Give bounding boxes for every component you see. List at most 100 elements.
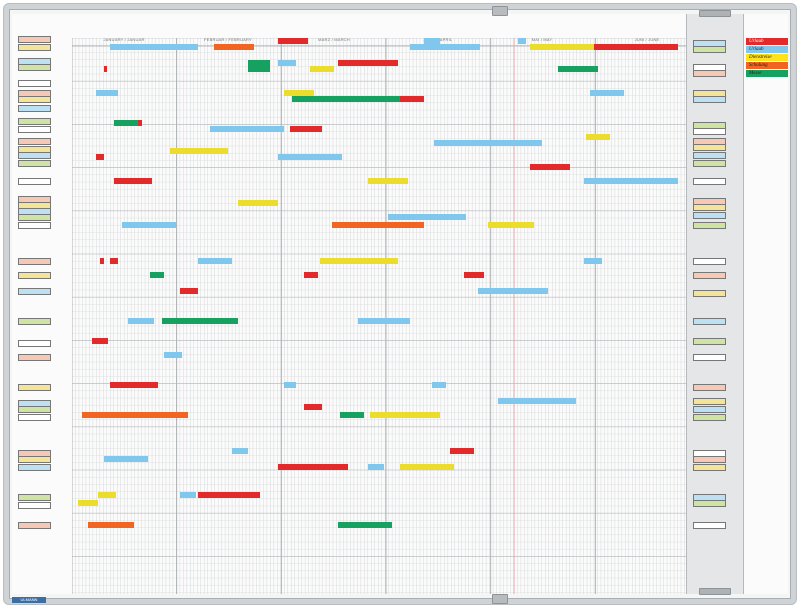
magnet-bar[interactable] bbox=[128, 318, 154, 324]
magnet-bar[interactable] bbox=[290, 126, 322, 132]
name-tag[interactable] bbox=[18, 105, 51, 112]
name-tag[interactable] bbox=[693, 406, 726, 413]
magnet-bar[interactable] bbox=[368, 464, 384, 470]
name-tag[interactable] bbox=[18, 138, 51, 145]
name-tag[interactable] bbox=[693, 160, 726, 167]
magnet-bar[interactable] bbox=[400, 96, 424, 102]
name-tag[interactable] bbox=[693, 212, 726, 219]
magnet-bar[interactable] bbox=[370, 412, 440, 418]
magnet-bar[interactable] bbox=[590, 90, 624, 96]
magnet-bar[interactable] bbox=[498, 398, 576, 404]
name-tag[interactable] bbox=[18, 118, 51, 125]
name-tag[interactable] bbox=[18, 502, 51, 509]
magnet-bar[interactable] bbox=[304, 404, 322, 410]
name-tag[interactable] bbox=[693, 338, 726, 345]
magnet-bar[interactable] bbox=[400, 464, 454, 470]
name-tag[interactable] bbox=[693, 464, 726, 471]
magnet-bar[interactable] bbox=[162, 318, 238, 324]
magnet-bar[interactable] bbox=[110, 382, 158, 388]
name-tag[interactable] bbox=[693, 144, 726, 151]
name-tag[interactable] bbox=[693, 414, 726, 421]
magnet-bar[interactable] bbox=[96, 154, 104, 160]
magnet-bar[interactable] bbox=[284, 382, 296, 388]
magnet-bar[interactable] bbox=[304, 272, 318, 278]
name-tag[interactable] bbox=[18, 64, 51, 71]
magnet-bar[interactable] bbox=[198, 258, 232, 264]
name-tag[interactable] bbox=[18, 222, 51, 229]
cursor-clip-bottom-icon[interactable] bbox=[492, 594, 508, 604]
magnet-bar[interactable] bbox=[100, 258, 104, 264]
magnet-bar[interactable] bbox=[432, 382, 446, 388]
magnet-bar[interactable] bbox=[434, 140, 542, 146]
name-tag[interactable] bbox=[693, 204, 726, 211]
magnet-bar[interactable] bbox=[248, 66, 270, 72]
magnet-bar[interactable] bbox=[114, 178, 152, 184]
magnet-bar[interactable] bbox=[96, 90, 118, 96]
magnet-bar[interactable] bbox=[594, 44, 678, 50]
name-tag[interactable] bbox=[693, 46, 726, 53]
magnet-bar[interactable] bbox=[358, 318, 410, 324]
name-tag[interactable] bbox=[18, 272, 51, 279]
magnet-bar[interactable] bbox=[488, 222, 534, 228]
magnet-bar[interactable] bbox=[82, 412, 188, 418]
name-tag[interactable] bbox=[693, 152, 726, 159]
magnet-bar[interactable] bbox=[232, 448, 248, 454]
magnet-bar[interactable] bbox=[558, 66, 598, 72]
name-tag[interactable] bbox=[693, 272, 726, 279]
name-tag[interactable] bbox=[18, 288, 51, 295]
name-tag[interactable] bbox=[18, 160, 51, 167]
magnet-bar[interactable] bbox=[170, 148, 228, 154]
name-tag[interactable] bbox=[693, 128, 726, 135]
magnet-bar[interactable] bbox=[464, 272, 484, 278]
name-tag[interactable] bbox=[693, 398, 726, 405]
name-tag[interactable] bbox=[18, 214, 51, 221]
name-tag[interactable] bbox=[18, 494, 51, 501]
name-tag[interactable] bbox=[693, 500, 726, 507]
name-tag[interactable] bbox=[18, 258, 51, 265]
magnet-bar[interactable] bbox=[368, 178, 408, 184]
name-tag[interactable] bbox=[18, 522, 51, 529]
name-tag[interactable] bbox=[18, 384, 51, 391]
magnet-bar[interactable] bbox=[278, 60, 296, 66]
magnet-bar[interactable] bbox=[584, 178, 678, 184]
name-tag[interactable] bbox=[18, 464, 51, 471]
magnet-bar[interactable] bbox=[248, 60, 270, 66]
magnet-bar[interactable] bbox=[586, 134, 610, 140]
name-tag[interactable] bbox=[18, 126, 51, 133]
name-tag[interactable] bbox=[693, 96, 726, 103]
magnet-bar[interactable] bbox=[388, 214, 466, 220]
name-tag[interactable] bbox=[18, 406, 51, 413]
magnet-bar[interactable] bbox=[278, 38, 308, 44]
magnet-bar[interactable] bbox=[332, 222, 424, 228]
name-tag[interactable] bbox=[18, 44, 51, 51]
magnet-bar[interactable] bbox=[238, 200, 278, 206]
name-tag[interactable] bbox=[18, 340, 51, 347]
magnet-bar[interactable] bbox=[278, 154, 342, 160]
magnet-bar[interactable] bbox=[150, 272, 164, 278]
magnet-bar[interactable] bbox=[180, 288, 198, 294]
name-tag[interactable] bbox=[693, 354, 726, 361]
magnet-bar[interactable] bbox=[98, 492, 116, 498]
name-tag[interactable] bbox=[693, 456, 726, 463]
magnet-bar[interactable] bbox=[198, 492, 260, 498]
name-tag[interactable] bbox=[18, 96, 51, 103]
name-tag[interactable] bbox=[693, 258, 726, 265]
name-tag[interactable] bbox=[18, 152, 51, 159]
name-tag[interactable] bbox=[18, 36, 51, 43]
magnet-bar[interactable] bbox=[340, 412, 364, 418]
magnet-bar[interactable] bbox=[114, 120, 138, 126]
magnet-bar[interactable] bbox=[92, 338, 108, 344]
name-tag[interactable] bbox=[18, 178, 51, 185]
magnet-bar[interactable] bbox=[214, 44, 254, 50]
name-tag[interactable] bbox=[693, 222, 726, 229]
magnet-bar[interactable] bbox=[78, 500, 98, 506]
magnet-bar[interactable] bbox=[478, 288, 548, 294]
magnet-bar[interactable] bbox=[110, 44, 198, 50]
magnet-bar[interactable] bbox=[530, 164, 570, 170]
magnet-bar[interactable] bbox=[104, 66, 107, 72]
name-tag[interactable] bbox=[693, 384, 726, 391]
magnet-bar[interactable] bbox=[424, 38, 440, 44]
name-tag[interactable] bbox=[693, 178, 726, 185]
magnet-bar[interactable] bbox=[518, 38, 526, 44]
name-tag[interactable] bbox=[693, 290, 726, 297]
